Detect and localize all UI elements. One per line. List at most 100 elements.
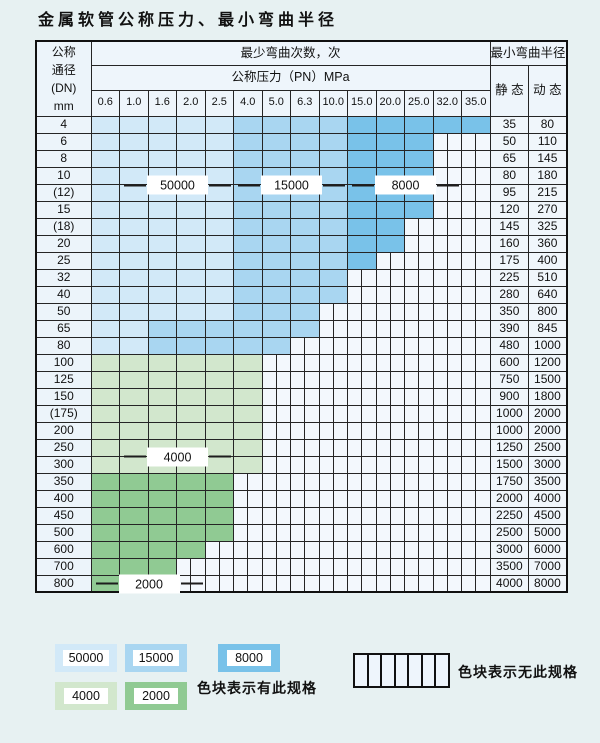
spec-available-cell xyxy=(176,336,206,355)
spec-available-cell xyxy=(176,506,206,525)
spec-available-cell xyxy=(261,115,291,134)
spec-available-cell xyxy=(204,489,234,508)
no-spec-cell xyxy=(404,268,434,287)
spec-available-cell xyxy=(261,217,291,236)
spec-available-cell xyxy=(147,200,177,219)
dynamic-radius-cell: 2500 xyxy=(528,438,568,457)
dn-value-cell: 125 xyxy=(35,370,92,389)
no-spec-cell xyxy=(375,268,405,287)
spec-available-cell xyxy=(261,268,291,287)
no-spec-cell xyxy=(432,234,462,253)
spec-available-cell xyxy=(176,268,206,287)
spec-available-cell xyxy=(204,166,234,185)
no-spec-stripe xyxy=(382,655,396,686)
dn-value-cell: 450 xyxy=(35,506,92,525)
no-spec-cell xyxy=(432,353,462,372)
spec-available-cell xyxy=(176,353,206,372)
dynamic-radius-cell: 3000 xyxy=(528,455,568,474)
no-spec-cell xyxy=(404,574,434,593)
no-spec-cell xyxy=(432,319,462,338)
dn-value-cell: 300 xyxy=(35,455,92,474)
no-spec-cell xyxy=(261,387,291,406)
spec-available-cell xyxy=(204,183,234,202)
spec-available-cell xyxy=(147,540,177,559)
no-spec-cell xyxy=(461,336,491,355)
pressure-header: 公称压力（PN）MPa xyxy=(90,64,491,91)
spec-available-cell xyxy=(204,523,234,542)
table-row: 6 50 110 xyxy=(35,132,568,151)
spec-available-cell xyxy=(147,523,177,542)
no-spec-cell xyxy=(461,489,491,508)
no-spec-cell xyxy=(461,302,491,321)
no-spec-stripe xyxy=(369,655,383,686)
spec-available-cell xyxy=(204,319,234,338)
spec-available-cell xyxy=(204,404,234,423)
no-spec-cell xyxy=(347,489,377,508)
dynamic-radius-cell: 145 xyxy=(528,149,568,168)
dn-value-cell: 15 xyxy=(35,200,92,219)
spec-available-cell xyxy=(290,234,320,253)
dn-value-cell: 100 xyxy=(35,353,92,372)
no-spec-cell xyxy=(261,455,291,474)
spec-available-cell xyxy=(176,387,206,406)
spec-available-cell xyxy=(347,217,377,236)
static-radius-cell: 3500 xyxy=(489,557,530,576)
spec-available-cell xyxy=(119,268,149,287)
spec-available-cell xyxy=(318,200,348,219)
no-spec-cell xyxy=(404,489,434,508)
no-spec-cell xyxy=(375,557,405,576)
dn-value-cell: (18) xyxy=(35,217,92,236)
no-spec-cell xyxy=(261,438,291,457)
spec-available-cell xyxy=(318,268,348,287)
no-spec-cell xyxy=(404,404,434,423)
spec-available-cell xyxy=(204,455,234,474)
no-spec-cell xyxy=(404,455,434,474)
spec-available-cell xyxy=(119,455,149,474)
pressure-value-header: 1.6 xyxy=(147,89,177,117)
dynamic-radius-cell: 845 xyxy=(528,319,568,338)
no-spec-cell xyxy=(261,472,291,491)
no-spec-cell xyxy=(375,540,405,559)
pressure-value-header: 32.0 xyxy=(432,89,462,117)
dn-header-line3: (DN) xyxy=(51,80,77,95)
spec-available-cell xyxy=(147,251,177,270)
static-radius-cell: 3000 xyxy=(489,540,530,559)
no-spec-cell xyxy=(461,506,491,525)
table-row: 15 120 270 xyxy=(35,200,568,219)
no-spec-cell xyxy=(404,523,434,542)
spec-available-cell xyxy=(318,132,348,151)
no-spec-cell xyxy=(290,506,320,525)
no-spec-cell xyxy=(461,557,491,576)
dn-value-cell: 32 xyxy=(35,268,92,287)
spec-available-cell xyxy=(233,319,263,338)
static-radius-cell: 1000 xyxy=(489,421,530,440)
no-spec-cell xyxy=(461,149,491,168)
spec-available-cell xyxy=(90,506,120,525)
spec-available-cell xyxy=(176,472,206,491)
spec-available-cell xyxy=(290,200,320,219)
spec-available-cell xyxy=(290,268,320,287)
no-spec-cell xyxy=(318,455,348,474)
static-radius-cell: 600 xyxy=(489,353,530,372)
no-spec-cell xyxy=(290,489,320,508)
no-spec-cell xyxy=(290,523,320,542)
spec-available-cell xyxy=(204,438,234,457)
spec-available-cell xyxy=(119,234,149,253)
spec-available-cell xyxy=(147,149,177,168)
dynamic-radius-cell: 270 xyxy=(528,200,568,219)
legend-chip-value: 4000 xyxy=(64,688,108,704)
dn-value-cell: (175) xyxy=(35,404,92,423)
no-spec-cell xyxy=(347,438,377,457)
no-spec-cell xyxy=(347,353,377,372)
spec-available-cell xyxy=(119,523,149,542)
spec-available-cell xyxy=(375,217,405,236)
no-spec-cell xyxy=(290,370,320,389)
static-radius-cell: 145 xyxy=(489,217,530,236)
spec-available-cell xyxy=(147,302,177,321)
spec-available-cell xyxy=(233,421,263,440)
table-header: 公称 通径 (DN) mm 最少弯曲次数，次 最小弯曲半径 公称压力（PN）MP… xyxy=(35,40,568,117)
static-radius-cell: 175 xyxy=(489,251,530,270)
dynamic-radius-cell: 3500 xyxy=(528,472,568,491)
legend-chip-50000: 50000 xyxy=(55,644,117,672)
